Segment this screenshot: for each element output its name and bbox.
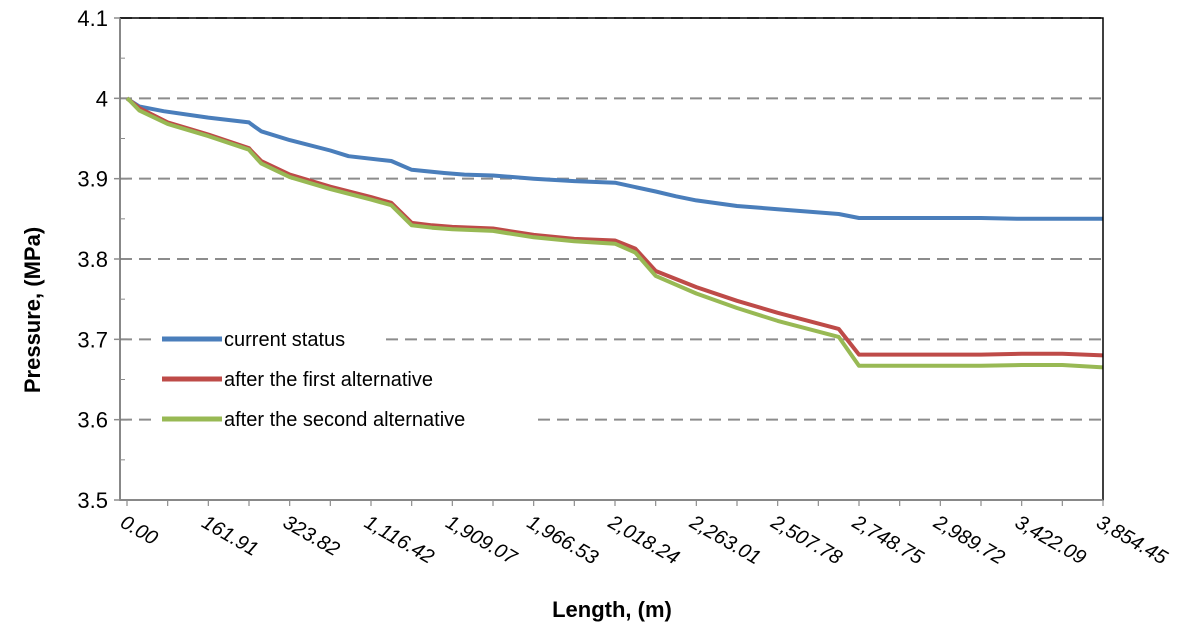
x-tick-label: 2,507.78	[766, 511, 845, 569]
x-tick-label: 2,018.24	[604, 511, 683, 569]
y-tick-label: 3.6	[77, 408, 108, 433]
x-tick-label: 2,989.72	[929, 511, 1008, 569]
series-line-3	[125, 96, 1104, 370]
x-tick-label: 323.82	[279, 511, 343, 561]
y-axis-title: Pressure, (MPa)	[20, 227, 45, 393]
x-tick-label: 3,854.45	[1093, 511, 1172, 569]
x-tick-label: 2,748.75	[848, 511, 928, 570]
x-tick-label: 0.00	[117, 511, 162, 550]
legend-label-3: after the second alternative	[224, 409, 465, 431]
y-tick-label: 3.5	[77, 488, 108, 513]
y-tick-labels: 3.5 3.6 3.7 3.8 3.9 4 4.1	[77, 6, 108, 513]
y-tick-label: 4	[96, 86, 108, 111]
x-tick-label: 2,263.01	[685, 511, 764, 569]
legend: current status after the first alternativ…	[158, 324, 538, 434]
x-tick-label: 1,116.42	[361, 511, 438, 568]
y-tick-label: 3.8	[77, 247, 108, 272]
legend-label-1: current status	[224, 329, 345, 351]
x-tick-label: 161.91	[198, 511, 262, 561]
x-tick-label: 3,422.09	[1011, 511, 1089, 569]
x-tick-labels: 0.00 161.91 323.82 1,116.42 1,909.07 1,966.53…	[117, 511, 1172, 570]
y-tick-label: 3.9	[77, 167, 108, 192]
x-axis-title: Length, (m)	[552, 597, 672, 622]
x-tick-label: 1,966.53	[523, 511, 601, 569]
y-tick-label: 3.7	[77, 327, 108, 352]
legend-label-2: after the first alternative	[224, 369, 433, 391]
x-tick-label: 1,909.07	[442, 511, 521, 569]
series-lines	[125, 96, 1104, 370]
axes	[114, 17, 1104, 506]
series-line-1	[125, 96, 1103, 221]
y-tick-label: 4.1	[77, 6, 108, 31]
